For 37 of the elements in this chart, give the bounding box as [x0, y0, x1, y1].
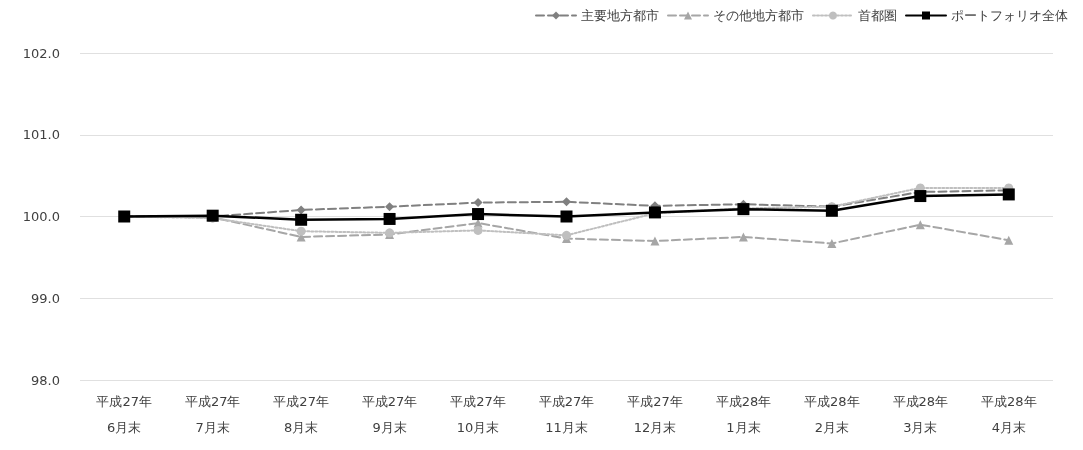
point [1002, 188, 1015, 201]
y-tick-label: 99.0 [31, 290, 60, 306]
x-tick-label: 平成27年 12月末 [627, 393, 683, 435]
x-tick-label: 平成28年 3月末 [892, 393, 949, 435]
point [295, 213, 308, 226]
x-tick-label: 平成27年 6月末 [96, 393, 152, 435]
point [1004, 235, 1014, 245]
x-tick-label: 平成27年 9月末 [361, 393, 418, 435]
x-tick-label: 平成28年 2月末 [804, 393, 860, 435]
point [473, 225, 483, 235]
point [296, 205, 306, 215]
x-tick-label: 平成28年 1月末 [715, 393, 772, 435]
y-tick-label: 100.0 [22, 209, 60, 224]
point [825, 204, 838, 217]
point [562, 230, 571, 240]
y-tick-label: 98.0 [31, 372, 60, 388]
x-tick-label: 平成27年 7月末 [184, 393, 241, 435]
x-tick-label: 平成27年 10月末 [450, 393, 506, 435]
x-tick-label: 平成28年 4月末 [981, 393, 1037, 435]
point [472, 208, 485, 221]
legend-label: 首都圏 [858, 8, 897, 23]
point [473, 198, 483, 208]
x-tick-label: 平成27年 11月末 [538, 393, 595, 435]
point [383, 212, 396, 225]
point [296, 226, 306, 236]
point [827, 238, 837, 248]
y-tick-label: 101.0 [22, 127, 60, 143]
point [562, 197, 571, 207]
point [560, 210, 573, 223]
y-tick-label: 102.0 [22, 45, 60, 61]
point [385, 202, 395, 212]
legend-label: 主要地方都市 [581, 8, 659, 23]
legend-label: その他地方都市 [713, 8, 804, 23]
point [650, 236, 660, 246]
x-tick-label: 平成27年 8月末 [273, 393, 329, 435]
legend-label: ポートフォリオ全体 [951, 8, 1068, 23]
point [914, 190, 927, 203]
